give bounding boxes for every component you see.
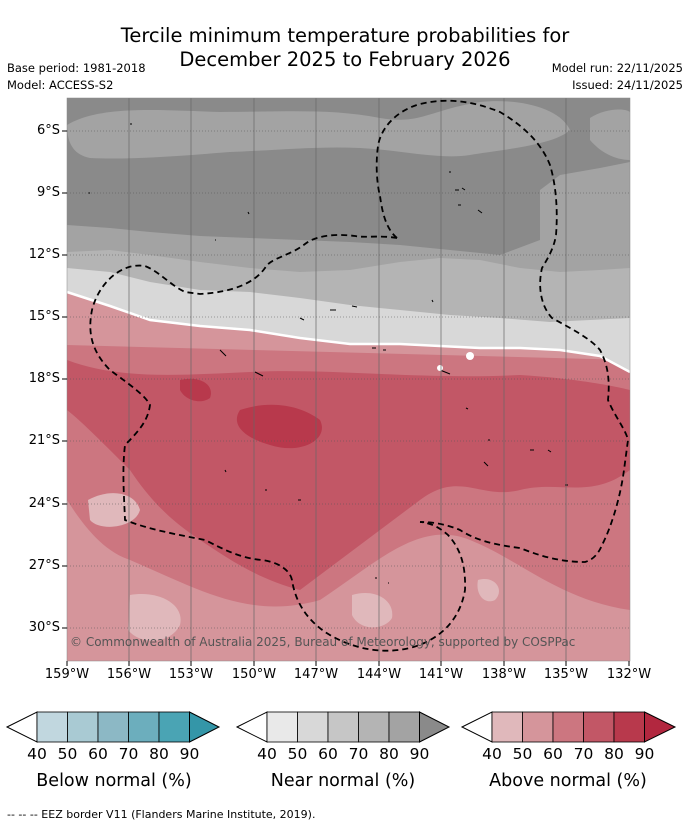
lat-label: 15°S [28, 309, 60, 324]
above-normal-40-50-patch-4 [477, 579, 499, 602]
above-normal-80-90-patch [236, 404, 322, 449]
white-island-spot-2 [437, 365, 443, 371]
eez-legend-note: -- -- -- EEZ border V11 (Flanders Marine… [7, 808, 316, 821]
above-normal-80-90-patch-2 [180, 378, 211, 402]
colorbar-below-normal [5, 711, 221, 743]
colorbar-tick: 90 [634, 745, 655, 763]
base-period-text: Base period: 1981-2018 [7, 61, 146, 75]
lat-label: 18°S [28, 371, 60, 386]
lon-label: 150°W [231, 667, 277, 682]
colorbar-tick: 90 [409, 745, 430, 763]
above-normal-40-50-patch-2 [128, 594, 181, 641]
near-normal-70-80-patch [67, 101, 570, 159]
lon-label: 135°W [543, 667, 589, 682]
colorbar-tick: 40 [27, 745, 47, 763]
axis-ticks [62, 130, 630, 666]
lat-label: 24°S [28, 496, 60, 511]
colorbar-tick: 60 [88, 745, 108, 763]
colorbar-above-normal [460, 711, 677, 743]
colorbar-tick: 50 [287, 745, 308, 763]
colorbar-tick: 60 [543, 745, 563, 763]
tercile-boundary-line [67, 290, 630, 374]
colorbar-tick: 80 [149, 745, 169, 763]
colorbar-tick: 70 [348, 745, 369, 763]
lat-grid [67, 130, 630, 629]
lat-label: 9°S [36, 185, 60, 200]
above-normal-40-50-patch-3 [352, 592, 393, 628]
model-text: Model: ACCESS-S2 [7, 78, 114, 92]
white-island-spot [466, 352, 474, 360]
near-normal-70-80-patch-2 [590, 109, 630, 160]
colorbar-tick: 80 [604, 745, 624, 763]
lat-label: 30°S [28, 620, 60, 635]
colorbar-tick: 70 [118, 745, 139, 763]
colorbar-tick: 60 [318, 745, 338, 763]
lon-label: 156°W [106, 667, 152, 682]
lat-label: 27°S [28, 558, 60, 573]
colorbar-tick: 50 [57, 745, 78, 763]
eez-border [89, 99, 629, 652]
issued-text: Issued: 24/11/2025 [572, 78, 683, 92]
lon-label: 159°W [44, 667, 90, 682]
colorbar-tick: 70 [573, 745, 594, 763]
lat-label: 12°S [28, 247, 60, 262]
colorbar-title-near-normal: Near normal (%) [270, 771, 416, 791]
colorbar-tick: 50 [512, 745, 533, 763]
model-run-text: Model run: 22/11/2025 [551, 61, 683, 75]
colorbar-title-above-normal: Above normal (%) [489, 771, 647, 791]
colorbar-tick: 90 [179, 745, 200, 763]
colorbar-tick: 40 [257, 745, 277, 763]
lon-label: 144°W [356, 667, 402, 682]
probability-map: © Commonwealth of Australia 2025, Bureau… [67, 98, 630, 661]
colorbar-tick: 40 [482, 745, 502, 763]
colorbar-near-normal [235, 711, 451, 743]
lon-label: 138°W [481, 667, 527, 682]
lon-label: 141°W [418, 667, 464, 682]
above-normal-70-80-region [67, 360, 630, 590]
colorbar-tick: 80 [379, 745, 399, 763]
map-title-line-2: December 2025 to February 2026 [179, 48, 511, 71]
colorbar-title-below-normal: Below normal (%) [36, 771, 192, 791]
above-normal-40-50-patch [88, 493, 140, 527]
lat-label: 6°S [36, 123, 60, 138]
lon-grid [128, 98, 567, 661]
lon-label: 153°W [168, 667, 214, 682]
copyright-text: © Commonwealth of Australia 2025, Bureau… [70, 635, 575, 649]
lon-label: 147°W [293, 667, 339, 682]
lon-label: 132°W [606, 667, 652, 682]
map-title-line-1: Tercile minimum temperature probabilitie… [120, 24, 570, 47]
lat-label: 21°S [28, 433, 60, 448]
